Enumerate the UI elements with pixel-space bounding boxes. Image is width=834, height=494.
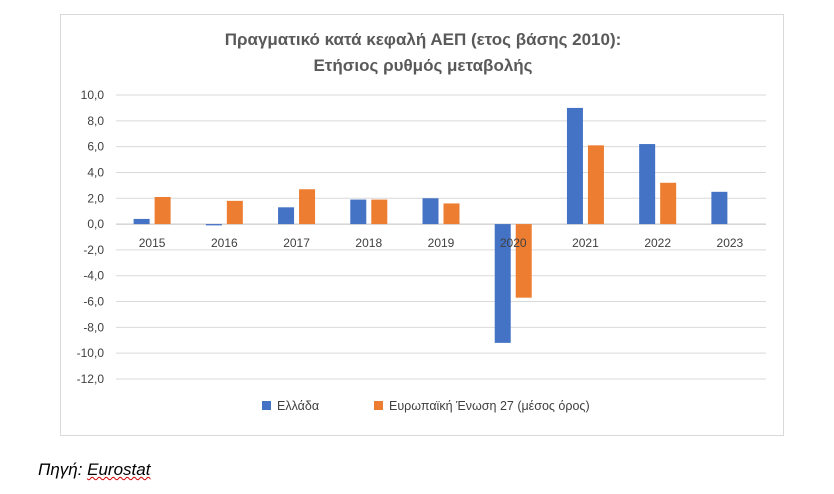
x-tick-label: 2020 bbox=[500, 236, 527, 250]
x-tick-label: 2019 bbox=[428, 236, 455, 250]
bar-greece-2019 bbox=[422, 198, 439, 225]
bar-eu27-2017 bbox=[299, 189, 316, 225]
bar-greece-2020 bbox=[494, 224, 511, 343]
chart-frame bbox=[60, 14, 784, 436]
y-tick-label: -2,0 bbox=[83, 243, 104, 257]
y-tick-label: -6,0 bbox=[83, 295, 104, 309]
legend-label: Ελλάδα bbox=[277, 399, 319, 413]
x-tick-label: 2017 bbox=[283, 236, 310, 250]
bar-eu27-2016 bbox=[226, 200, 243, 225]
y-tick-label: 0,0 bbox=[87, 217, 104, 231]
x-tick-label: 2016 bbox=[211, 236, 238, 250]
bar-greece-2018 bbox=[350, 199, 367, 225]
source-name: Eurostat bbox=[87, 460, 151, 479]
legend-swatch bbox=[374, 401, 383, 410]
x-tick-label: 2015 bbox=[139, 236, 166, 250]
x-tick-label: 2022 bbox=[644, 236, 671, 250]
source-prefix: Πηγή: bbox=[38, 460, 88, 479]
bar-greece-2015 bbox=[133, 218, 150, 225]
y-tick-label: 4,0 bbox=[87, 165, 104, 179]
x-tick-label: 2023 bbox=[717, 236, 744, 250]
y-tick-label: 6,0 bbox=[87, 140, 104, 154]
y-tick-label: -12,0 bbox=[77, 372, 105, 386]
y-tick-label: -8,0 bbox=[83, 320, 104, 334]
chart-title-line-2: Ετήσιος ρυθμός μεταβολής bbox=[313, 56, 532, 75]
bar-greece-2016 bbox=[205, 224, 222, 226]
source-note: Πηγή: Eurostat bbox=[38, 460, 150, 480]
y-tick-label: -4,0 bbox=[83, 269, 104, 283]
chart-title-line-1: Πραγματικό κατά κεφαλή ΑΕΠ (ετος βάσης 2… bbox=[225, 30, 622, 49]
bar-eu27-2019 bbox=[443, 203, 460, 225]
y-tick-label: 8,0 bbox=[87, 114, 104, 128]
bar-greece-2021 bbox=[566, 107, 583, 225]
bar-eu27-2022 bbox=[660, 182, 677, 225]
x-tick-label: 2021 bbox=[572, 236, 599, 250]
bar-eu27-2021 bbox=[587, 145, 604, 225]
x-tick-label: 2018 bbox=[355, 236, 382, 250]
bar-greece-2017 bbox=[278, 207, 295, 225]
bar-eu27-2018 bbox=[371, 199, 388, 225]
legend-label: Ευρωπαϊκή Ένωση 27 (μέσος όρος) bbox=[389, 399, 590, 413]
legend-swatch bbox=[262, 401, 271, 410]
bar-greece-2022 bbox=[639, 144, 656, 225]
y-tick-label: -10,0 bbox=[77, 346, 105, 360]
bar-eu27-2020 bbox=[515, 224, 532, 298]
y-tick-label: 10,0 bbox=[81, 88, 105, 102]
y-tick-label: 2,0 bbox=[87, 191, 104, 205]
bar-greece-2023 bbox=[711, 191, 728, 225]
bar-eu27-2015 bbox=[154, 196, 171, 225]
